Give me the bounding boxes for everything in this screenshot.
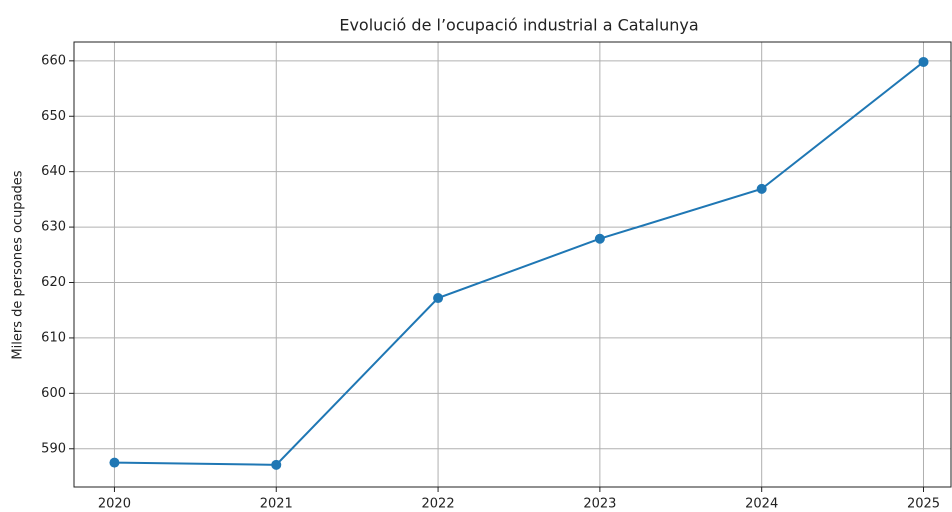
y-tick-label: 650 — [41, 109, 66, 124]
y-tick-label: 610 — [41, 330, 66, 345]
x-tick-label: 2023 — [583, 497, 616, 512]
y-tick-label: 640 — [41, 164, 66, 179]
x-tick-label: 2022 — [422, 497, 455, 512]
x-tick-label: 2024 — [745, 497, 778, 512]
marker — [433, 293, 444, 304]
marker — [918, 56, 929, 67]
line — [114, 61, 925, 466]
chart-title: Evolució de l’ocupació industrial a Cata… — [339, 16, 698, 35]
y-tick-label: 600 — [41, 386, 66, 401]
x-tick-label: 2020 — [98, 497, 131, 512]
y-tick-label: 660 — [41, 53, 66, 68]
x-tick-label: 2021 — [260, 497, 293, 512]
plot-frame — [73, 41, 952, 488]
marker — [109, 457, 120, 468]
y-axis-label: Milers de persones ocupades — [11, 170, 26, 359]
marker — [756, 183, 767, 194]
x-tick-label: 2025 — [907, 497, 940, 512]
y-tick-label: 630 — [41, 220, 66, 235]
y-tick-label: 620 — [41, 275, 66, 290]
marker — [594, 233, 605, 244]
y-tick-label: 590 — [41, 441, 66, 456]
marker — [271, 459, 282, 470]
